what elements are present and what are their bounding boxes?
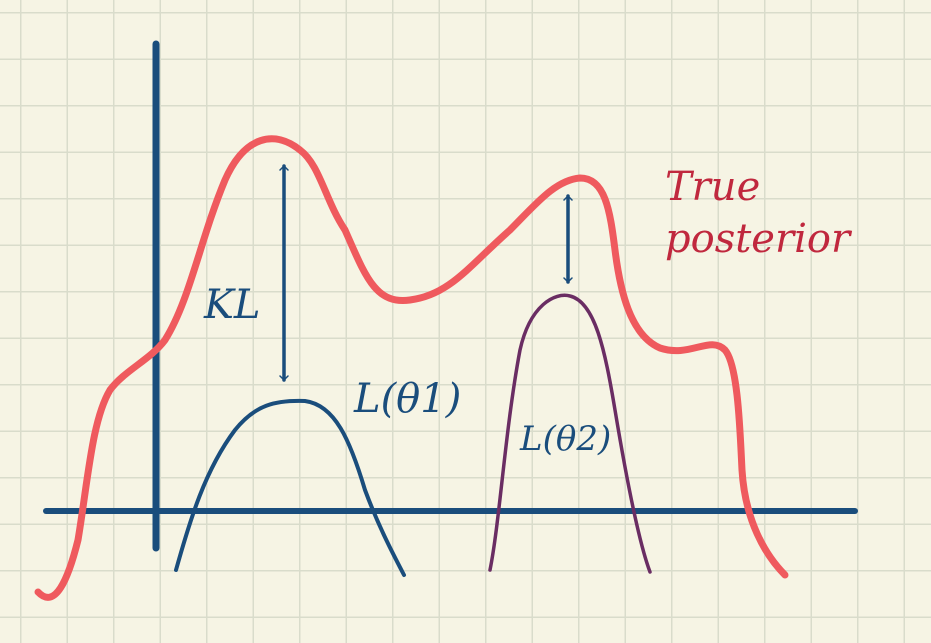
lower-bound-2-label: L(θ2) <box>519 419 611 459</box>
true-posterior-curve <box>34 135 789 601</box>
lower-bound-2-curve <box>488 293 652 574</box>
kl-label: KL <box>203 282 260 328</box>
true-posterior-label-line2: posterior <box>665 216 853 262</box>
lower-bound-1-curve <box>174 398 406 577</box>
lower-bound-1-label: L(θ1) <box>353 376 461 422</box>
true-posterior-label-line1: True <box>665 164 760 210</box>
